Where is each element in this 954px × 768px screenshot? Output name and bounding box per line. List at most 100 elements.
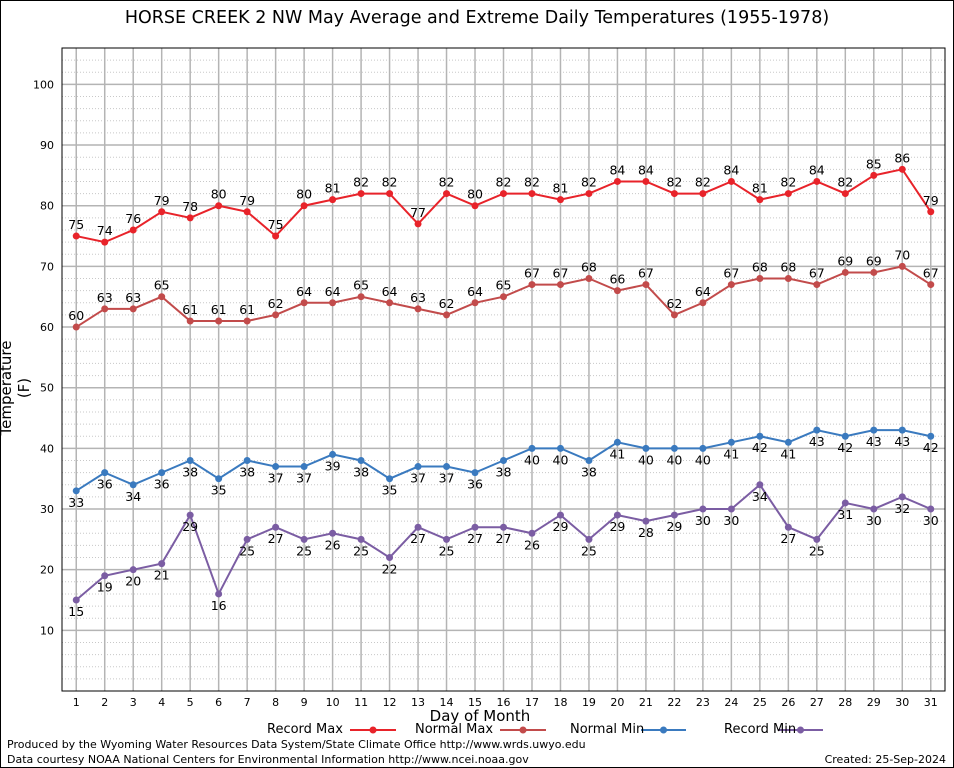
data-point — [186, 317, 194, 325]
x-tick-label: 22 — [667, 696, 681, 709]
data-label: 30 — [723, 513, 739, 528]
data-point — [813, 426, 821, 434]
data-point — [357, 456, 365, 464]
data-label: 61 — [211, 302, 227, 317]
data-label: 82 — [837, 175, 853, 190]
data-point — [215, 475, 223, 483]
data-label: 67 — [723, 266, 739, 281]
data-point — [585, 190, 593, 198]
data-point — [870, 171, 878, 179]
data-label: 67 — [524, 266, 540, 281]
y-tick-label: 90 — [40, 139, 54, 152]
data-label: 25 — [581, 543, 597, 558]
data-point — [642, 444, 650, 452]
data-label: 29 — [182, 519, 198, 534]
data-point — [756, 481, 764, 489]
x-tick-label: 18 — [553, 696, 567, 709]
data-label: 75 — [268, 217, 284, 232]
data-label: 36 — [467, 477, 483, 492]
data-point — [670, 511, 678, 519]
data-label: 82 — [439, 175, 455, 190]
data-point — [927, 432, 935, 440]
data-label: 80 — [467, 187, 483, 202]
data-point — [101, 305, 109, 313]
data-point — [670, 444, 678, 452]
data-label: 40 — [695, 452, 711, 467]
data-label: 40 — [666, 452, 682, 467]
x-tick-label: 25 — [753, 696, 767, 709]
data-label: 84 — [723, 162, 739, 177]
x-tick-label: 9 — [301, 696, 308, 709]
data-point — [300, 299, 308, 307]
data-point — [898, 165, 906, 173]
data-label: 42 — [752, 440, 768, 455]
x-tick-label: 24 — [724, 696, 738, 709]
data-label: 37 — [268, 471, 284, 486]
data-point — [414, 220, 422, 228]
data-label: 29 — [666, 519, 682, 534]
data-label: 63 — [97, 290, 113, 305]
data-point — [414, 305, 422, 313]
x-tick-label: 27 — [810, 696, 824, 709]
data-label: 68 — [780, 260, 796, 275]
data-label: 42 — [837, 440, 853, 455]
x-tick-label: 23 — [696, 696, 710, 709]
x-tick-label: 31 — [924, 696, 938, 709]
data-label: 38 — [182, 464, 198, 479]
data-label: 62 — [439, 296, 455, 311]
data-point — [756, 196, 764, 204]
data-point — [72, 596, 80, 604]
data-label: 65 — [496, 278, 512, 293]
data-label: 36 — [154, 477, 170, 492]
y-tick-label: 60 — [40, 321, 54, 334]
data-label: 35 — [382, 483, 398, 498]
plot-border — [61, 47, 946, 692]
data-label: 27 — [467, 531, 483, 546]
data-point — [471, 523, 479, 531]
x-tick-label: 7 — [244, 696, 251, 709]
data-point — [585, 456, 593, 464]
data-point — [129, 226, 137, 234]
x-tick-label: 13 — [411, 696, 425, 709]
data-point — [699, 299, 707, 307]
credit-line-1: Produced by the Wyoming Water Resources … — [7, 738, 586, 751]
x-tick-label: 8 — [272, 696, 279, 709]
data-point — [870, 505, 878, 513]
data-label: 67 — [923, 266, 939, 281]
data-label: 82 — [780, 175, 796, 190]
data-point — [528, 281, 536, 289]
data-point — [528, 190, 536, 198]
data-label: 64 — [695, 284, 711, 299]
data-point — [556, 511, 564, 519]
data-point — [72, 232, 80, 240]
legend-label-normal-max: Normal Max — [415, 722, 494, 737]
data-point — [101, 469, 109, 477]
data-label: 77 — [410, 205, 426, 220]
data-point — [727, 438, 735, 446]
created-date: Created: 25-Sep-2024 — [824, 753, 946, 766]
data-label: 21 — [154, 568, 170, 583]
x-tick-label: 19 — [582, 696, 596, 709]
data-label: 43 — [866, 434, 882, 449]
data-label: 80 — [211, 187, 227, 202]
data-label: 82 — [695, 175, 711, 190]
data-label: 25 — [296, 543, 312, 558]
data-point — [243, 456, 251, 464]
data-point — [927, 281, 935, 289]
data-point — [784, 438, 792, 446]
data-point — [813, 281, 821, 289]
data-point — [699, 190, 707, 198]
data-label: 64 — [325, 284, 341, 299]
data-label: 35 — [211, 483, 227, 498]
data-point — [101, 238, 109, 246]
data-point — [243, 317, 251, 325]
x-axis-label: Day of Month — [429, 707, 531, 725]
data-label: 25 — [809, 543, 825, 558]
legend-label-record-max: Record Max — [267, 722, 343, 737]
data-label: 64 — [382, 284, 398, 299]
data-label: 22 — [382, 562, 398, 577]
data-label: 40 — [638, 452, 654, 467]
data-point — [443, 311, 451, 319]
data-point — [386, 190, 394, 198]
y-tick-label: 50 — [40, 382, 54, 395]
